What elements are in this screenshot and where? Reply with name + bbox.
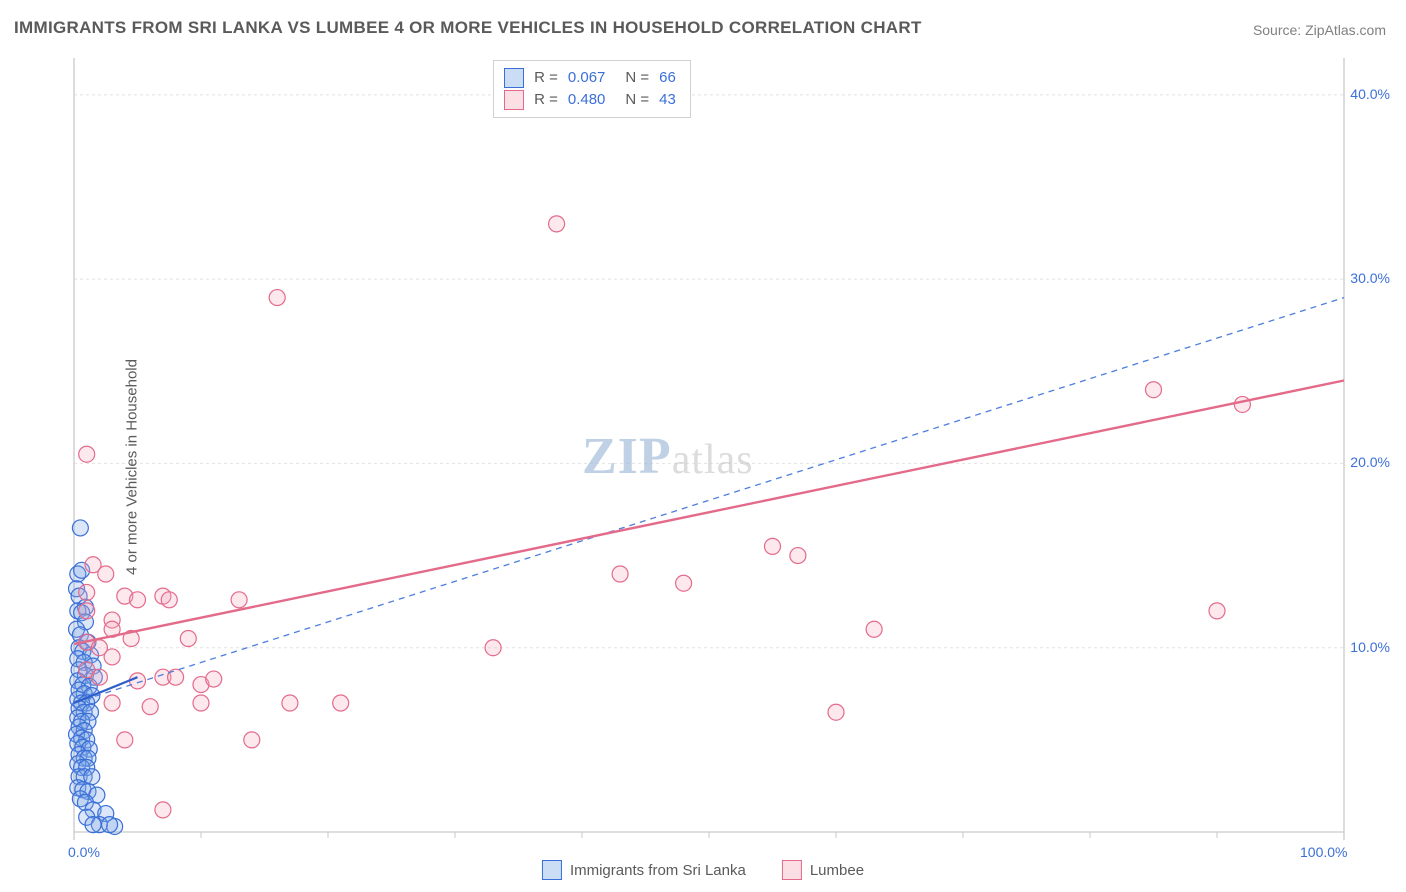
legend-item: Lumbee [782,860,864,880]
stats-r-label: R = [534,67,558,89]
y-tick-label: 10.0% [1350,639,1390,655]
y-tick-label: 20.0% [1350,454,1390,470]
data-point [79,603,95,619]
data-point [485,640,501,656]
legend-swatch [542,860,562,880]
data-point [866,621,882,637]
data-point [85,817,101,833]
stats-n-value: 66 [659,67,676,89]
x-tick-label: 100.0% [1300,844,1347,860]
data-point [244,732,260,748]
stats-row: R = 0.067 N = 66 [504,67,676,89]
scatter-plot [14,52,1392,882]
legend-label: Immigrants from Sri Lanka [570,862,746,879]
trend-line [74,381,1344,645]
stats-n-label: N = [625,67,649,89]
data-point [98,566,114,582]
stats-r-value: 0.067 [568,67,606,89]
y-tick-label: 40.0% [1350,86,1390,102]
chart-container: 4 or more Vehicles in Household R = 0.067… [14,52,1392,882]
bottom-legend: Immigrants from Sri Lanka Lumbee [542,860,864,880]
data-point [130,673,146,689]
data-point [168,669,184,685]
data-point [91,669,107,685]
data-point [1234,396,1250,412]
legend-item: Immigrants from Sri Lanka [542,860,746,880]
data-point [161,592,177,608]
data-point [1146,382,1162,398]
source-attribution: Source: ZipAtlas.com [1253,22,1386,38]
data-point [79,446,95,462]
y-tick-label: 30.0% [1350,270,1390,286]
stats-row: R = 0.480 N = 43 [504,89,676,111]
data-point [206,671,222,687]
data-point [193,695,209,711]
data-point [117,732,133,748]
stats-n-label: N = [625,89,649,111]
data-point [104,649,120,665]
data-point [765,538,781,554]
legend-label: Lumbee [810,862,864,879]
data-point [231,592,247,608]
legend-swatch [782,860,802,880]
stats-swatch [504,68,524,88]
data-point [269,290,285,306]
data-point [282,695,298,711]
data-point [130,592,146,608]
data-point [155,802,171,818]
y-axis-label: 4 or more Vehicles in Household [123,359,140,575]
data-point [102,817,118,833]
x-tick-label: 0.0% [68,844,100,860]
data-point [790,548,806,564]
data-point [333,695,349,711]
stats-r-value: 0.480 [568,89,606,111]
data-point [72,520,88,536]
data-point [79,584,95,600]
stats-n-value: 43 [659,89,676,111]
trend-line-dashed [74,298,1344,703]
data-point [104,695,120,711]
data-point [142,699,158,715]
stats-legend-box: R = 0.067 N = 66 R = 0.480 N = 43 [493,60,691,118]
stats-r-label: R = [534,89,558,111]
stats-swatch [504,90,524,110]
data-point [612,566,628,582]
data-point [1209,603,1225,619]
data-point [828,704,844,720]
chart-title: IMMIGRANTS FROM SRI LANKA VS LUMBEE 4 OR… [14,18,922,38]
data-point [549,216,565,232]
data-point [180,631,196,647]
data-point [676,575,692,591]
